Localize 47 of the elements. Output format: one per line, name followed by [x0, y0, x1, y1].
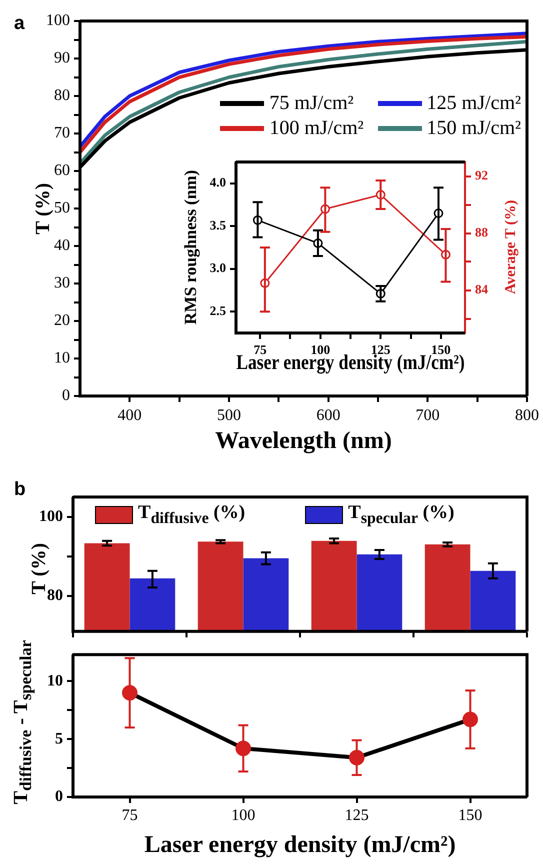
y-tick-label: 4.0: [210, 174, 226, 190]
y-tick-label: 40: [54, 237, 70, 254]
x-tick-label: 700: [416, 406, 440, 424]
y2-tick-label: 92: [475, 168, 488, 183]
y2-axis-title: Average T (%): [502, 200, 520, 295]
y-tick-label: 90: [54, 50, 70, 67]
x-tick-label: 125: [344, 806, 369, 824]
y-tick-label: 10: [54, 350, 70, 367]
y-tick-label: 60: [54, 162, 70, 180]
y-tick-label: 20: [54, 312, 70, 330]
legend-label: 125 mJ/cm²: [426, 92, 521, 115]
y-tick-label: 0: [55, 788, 63, 806]
y2-tick-label: 84: [475, 282, 488, 297]
legend-label: 150 mJ/cm²: [426, 117, 521, 140]
y-tick-label: 5: [55, 730, 63, 748]
legend-label: 100 mJ/cm²: [269, 117, 364, 140]
x-tick-label: 500: [217, 406, 241, 424]
y-tick-label: 50: [54, 200, 70, 217]
legend-label: T$_{diffusive}$ (%): [138, 502, 246, 528]
y-tick-label: 2.5: [210, 302, 226, 318]
text: a: [14, 13, 25, 34]
x-tick-label: 100: [231, 806, 256, 824]
text: b: [14, 479, 26, 500]
y-axis-title: RMS roughness (nm): [181, 170, 201, 325]
y-tick-label: 80: [54, 87, 70, 104]
legend-label: T$_{specular}$ (%): [348, 502, 454, 528]
y-tick-label: 10: [47, 672, 63, 690]
x-tick-label: 600: [316, 406, 340, 424]
x-tick-label: 150: [458, 806, 482, 824]
y-tick-label: 100: [46, 12, 70, 30]
y-axis-title: T (%): [32, 182, 54, 234]
y-tick-label: 0: [62, 387, 70, 404]
y-tick-label: 80: [47, 586, 63, 604]
x-tick-label: 100: [310, 342, 330, 358]
y-tick-label: 3.5: [210, 217, 226, 232]
y-tick-label: 100: [39, 508, 63, 525]
x-tick-label: 75: [122, 806, 138, 824]
x-tick-label: 400: [118, 406, 142, 424]
y-tick-label: 30: [54, 274, 70, 292]
y2-tick-label: 88: [475, 224, 488, 240]
y-tick-label: 3.0: [210, 260, 226, 276]
x-axis-title: Wavelength (nm): [215, 428, 392, 454]
legend-label: 75 mJ/cm²: [269, 92, 354, 115]
x-axis-title: Laser energy density (mJ/cm²): [144, 832, 456, 858]
y-tick-label: 70: [54, 124, 70, 142]
x-tick-label: 150: [431, 342, 451, 358]
x-tick-label: 800: [515, 406, 539, 424]
